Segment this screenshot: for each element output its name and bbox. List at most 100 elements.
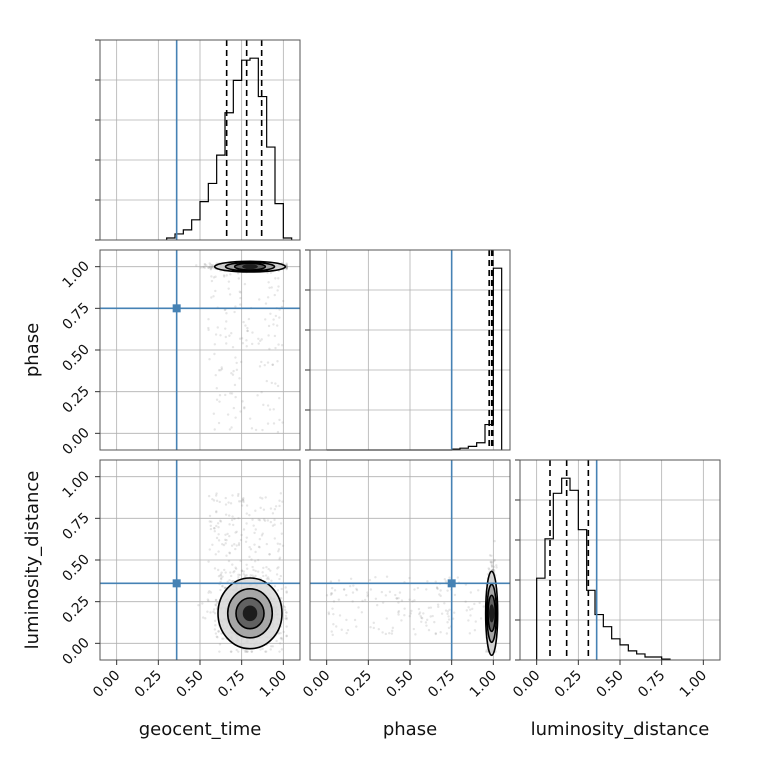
sample-point (224, 393, 227, 397)
sample-point (453, 593, 457, 597)
sample-point (216, 522, 220, 525)
sample-point (467, 619, 470, 622)
sample-point (262, 508, 266, 511)
sample-point (264, 302, 268, 305)
sample-point (335, 625, 338, 628)
sample-point (268, 286, 271, 290)
sample-point (277, 632, 281, 635)
truth-marker (447, 579, 456, 588)
sample-point (248, 417, 252, 420)
sample-point (242, 320, 245, 324)
sample-point (243, 574, 247, 577)
sample-point (204, 617, 207, 620)
sample-point (374, 597, 378, 601)
sample-point (235, 567, 238, 570)
y-tick-label: 0.50 (59, 342, 92, 375)
sample-point (219, 588, 222, 592)
sample-point (337, 598, 341, 601)
sample-point (278, 396, 281, 400)
sample-point (267, 281, 270, 284)
sample-point (216, 568, 220, 572)
sample-point (242, 528, 246, 531)
sample-point (490, 563, 493, 566)
sample-point (277, 343, 280, 346)
sample-point (203, 263, 207, 266)
sample-point (231, 494, 234, 497)
sample-point (214, 289, 217, 293)
sample-point (213, 527, 216, 530)
sample-point (274, 314, 278, 318)
sample-point (278, 316, 281, 319)
sample-point (239, 303, 242, 306)
sample-point (285, 590, 288, 593)
sample-point (221, 584, 224, 588)
sample-point (265, 566, 268, 569)
sample-point (285, 267, 288, 270)
sample-point (269, 648, 272, 651)
sample-point (217, 421, 221, 425)
sample-point (217, 533, 220, 536)
sample-point (202, 265, 206, 269)
y-axis-label-luminosity_distance: luminosity_distance (22, 471, 43, 650)
sample-point (345, 593, 348, 597)
sample-point (206, 598, 210, 601)
sample-point (210, 296, 213, 299)
sample-point (227, 559, 231, 563)
sample-point (244, 540, 248, 543)
sample-point (267, 567, 270, 571)
sample-point (397, 611, 400, 614)
sample-point (224, 542, 227, 545)
sample-point (390, 632, 394, 635)
sample-point (391, 626, 395, 630)
sample-point (467, 606, 470, 609)
sample-point (266, 361, 270, 364)
sample-point (388, 590, 392, 594)
sample-point (215, 499, 219, 503)
sample-point (254, 550, 257, 554)
x-tick-label: 1.00 (257, 668, 290, 701)
sample-point (487, 567, 490, 570)
sample-point (420, 620, 423, 623)
sample-point (276, 589, 280, 592)
sample-point (438, 593, 441, 596)
sample-point (260, 338, 263, 341)
sample-point (207, 318, 210, 321)
sample-point (228, 523, 231, 526)
sample-point (445, 632, 449, 635)
x-tick-label: 0.75 (635, 668, 668, 701)
sample-point (251, 574, 254, 577)
sample-point (225, 274, 228, 277)
panel-frame (99, 39, 301, 241)
sample-point (353, 618, 357, 622)
sample-point (258, 537, 262, 541)
sample-point (245, 536, 249, 539)
sample-point (285, 265, 288, 268)
sample-point (331, 633, 334, 637)
sample-point (219, 520, 223, 523)
sample-point (271, 512, 275, 515)
sample-point (229, 574, 233, 578)
sample-point (269, 312, 272, 315)
sample-point (250, 650, 254, 653)
sample-point (397, 613, 400, 616)
sample-point (248, 545, 251, 549)
sample-point (332, 600, 336, 603)
sample-point (213, 612, 217, 615)
y-axis-label-phase: phase (22, 323, 43, 377)
sample-point (264, 496, 267, 499)
sample-point (429, 606, 433, 609)
sample-point (439, 631, 442, 634)
sample-point (271, 645, 275, 648)
sample-point (221, 542, 224, 546)
sample-point (228, 293, 232, 296)
sample-point (214, 373, 217, 377)
sample-point (440, 612, 444, 615)
sample-point (237, 277, 241, 280)
sample-point (214, 333, 218, 336)
sample-point (245, 522, 248, 525)
sample-point (261, 571, 264, 574)
sample-point (276, 542, 279, 545)
sample-point (258, 365, 262, 368)
scatter-panel-geocent_time-phase: 0.00 0.25 0.50 0.75 1.00 phase (22, 249, 301, 458)
sample-point (264, 650, 267, 653)
